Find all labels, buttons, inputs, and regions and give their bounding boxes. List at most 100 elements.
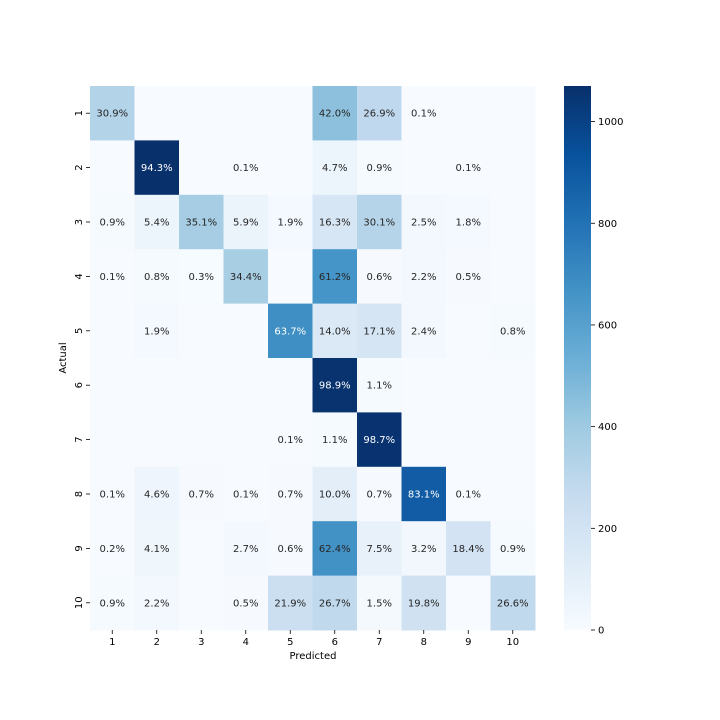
heatmap-cell [223, 140, 269, 196]
heatmap-cell [446, 249, 491, 305]
x-tick-label: 10 [506, 637, 519, 648]
heatmap-cell [268, 194, 313, 250]
cell-label: 7.5% [367, 544, 392, 555]
cell-label: 0.1% [233, 163, 258, 174]
colorbar-tick-label: 1000 [598, 117, 623, 128]
cell-label: 0.1% [456, 163, 481, 174]
cell-label: 0.2% [100, 544, 125, 555]
cell-label: 0.1% [100, 490, 125, 501]
heatmap-cell [312, 466, 358, 522]
cell-label: 19.8% [408, 598, 440, 609]
x-tick-label: 8 [421, 637, 427, 648]
heatmap-cell [179, 466, 224, 522]
heatmap-cell [90, 303, 135, 359]
heatmap-cell [401, 358, 447, 413]
heatmap-cell [179, 140, 224, 196]
heatmap-cell [134, 575, 180, 631]
heatmap-cell [134, 194, 180, 250]
cell-label: 2.2% [411, 272, 436, 283]
heatmap-cell [134, 303, 180, 359]
cell-label: 10.0% [319, 490, 351, 501]
cell-label: 0.1% [456, 490, 481, 501]
heatmap-cell [446, 466, 491, 522]
heatmap-cell [312, 575, 358, 631]
x-tick-label: 3 [198, 637, 204, 648]
heatmap-cell [90, 86, 135, 141]
cell-label: 17.1% [363, 326, 395, 337]
y-tick-label: 10 [74, 596, 85, 609]
heatmap-cell [312, 521, 358, 577]
cell-label: 98.9% [319, 381, 351, 392]
cell-label: 26.6% [497, 598, 529, 609]
heatmap-cell [134, 249, 180, 305]
cell-label: 94.3% [141, 163, 173, 174]
cell-label: 1.9% [144, 326, 169, 337]
cell-label: 62.4% [319, 544, 351, 555]
heatmap-cell [179, 194, 224, 250]
x-tick-label: 4 [243, 637, 249, 648]
heatmap-cell [401, 249, 447, 305]
cell-label: 0.1% [100, 272, 125, 283]
heatmap-cell [490, 575, 536, 631]
heatmap-cell [268, 86, 313, 141]
x-tick-label: 6 [332, 637, 338, 648]
heatmap-cell [401, 303, 447, 359]
heatmap-cell [134, 521, 180, 577]
cell-label: 1.9% [278, 218, 303, 229]
cell-label: 4.6% [144, 490, 169, 501]
heatmap-cell [312, 140, 358, 196]
cell-label: 0.7% [278, 490, 303, 501]
heatmap-cell [446, 86, 491, 141]
y-axis-label: Actual [58, 342, 69, 373]
cell-label: 1.5% [367, 598, 392, 609]
heatmap-cell [401, 575, 447, 631]
heatmap-cell [223, 521, 269, 577]
cell-label: 30.1% [363, 218, 395, 229]
y-tick-label: 2 [74, 164, 85, 170]
heatmap-cell [223, 86, 269, 141]
heatmap-cell [134, 412, 180, 468]
heatmap-cell [134, 358, 180, 413]
cell-label: 4.1% [144, 544, 169, 555]
heatmap-cell [90, 412, 135, 468]
y-tick-label: 8 [74, 491, 85, 497]
cell-label: 61.2% [319, 272, 351, 283]
heatmap-cell [223, 412, 269, 468]
heatmap-cell [401, 466, 447, 522]
x-axis-label: Predicted [290, 651, 337, 662]
cell-label: 26.9% [363, 109, 395, 120]
cell-label: 14.0% [319, 326, 351, 337]
cell-label: 18.4% [452, 544, 484, 555]
heatmap-cell [90, 358, 135, 413]
cell-label: 21.9% [274, 598, 306, 609]
y-tick-label: 4 [74, 273, 85, 279]
heatmap-cell [268, 466, 313, 522]
heatmap-cell [401, 194, 447, 250]
colorbar-tick-label: 0 [598, 626, 604, 637]
heatmap-cell [312, 303, 358, 359]
cell-label: 0.7% [189, 490, 214, 501]
heatmap-cell [490, 249, 536, 305]
colorbar: 0 200 400 600 800 1000 [564, 86, 623, 637]
cell-label: 30.9% [96, 109, 128, 120]
cell-label: 0.9% [100, 598, 125, 609]
heatmap-cell [134, 140, 180, 196]
cell-label: 98.7% [363, 435, 395, 446]
heatmap-cell [357, 303, 402, 359]
heatmap-cell [490, 466, 536, 522]
cell-label: 35.1% [185, 218, 217, 229]
heatmap-cell [401, 86, 447, 141]
heatmap-cell [268, 303, 313, 359]
heatmap-cell [446, 358, 491, 413]
cell-label: 16.3% [319, 218, 351, 229]
y-tick-label: 1 [74, 110, 85, 116]
cell-label: 0.9% [367, 163, 392, 174]
heatmap-cell [90, 466, 135, 522]
colorbar-gradient [564, 86, 591, 630]
heatmap-cell [446, 412, 491, 468]
cell-label: 26.7% [319, 598, 351, 609]
heatmap-cell [357, 86, 402, 141]
heatmap-cell [490, 86, 536, 141]
heatmap-cell [268, 358, 313, 413]
heatmap-cell [446, 140, 491, 196]
